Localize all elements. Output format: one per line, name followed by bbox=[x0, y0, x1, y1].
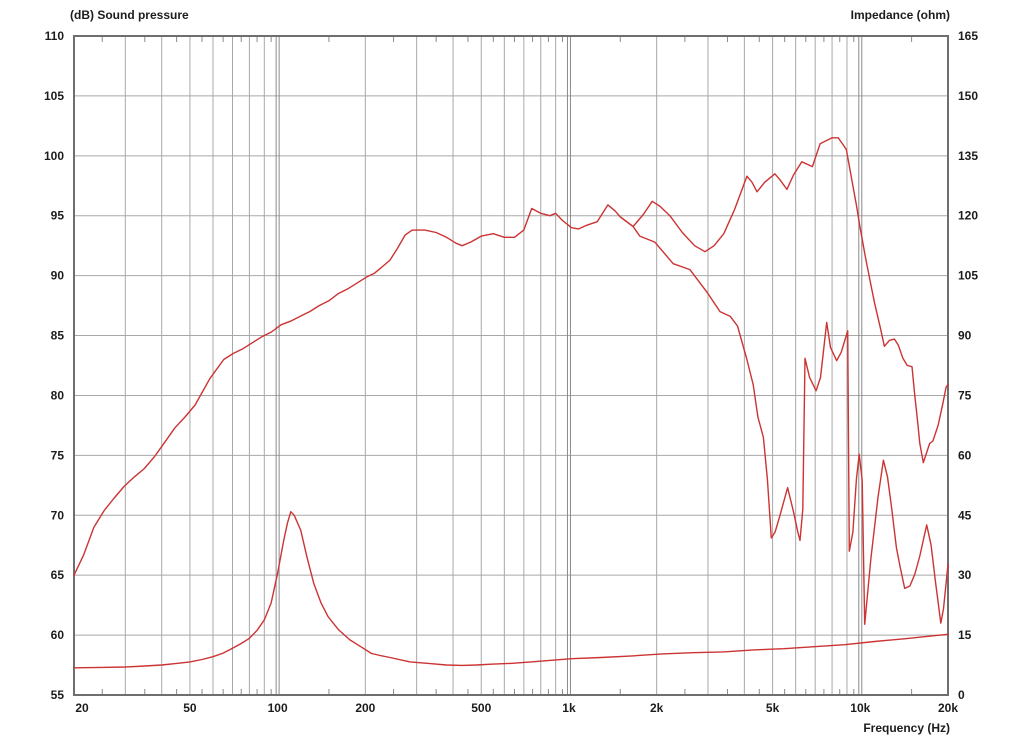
y-right-tick-label: 45 bbox=[958, 508, 972, 522]
y-left-tick-label: 65 bbox=[51, 568, 65, 582]
x-tick-label: 50 bbox=[183, 701, 197, 715]
y-left-tick-label: 80 bbox=[51, 388, 65, 402]
y-left-tick-label: 90 bbox=[51, 269, 65, 283]
y-left-tick-label: 85 bbox=[51, 329, 65, 343]
y-right-tick-label: 0 bbox=[958, 688, 965, 702]
y-right-tick-label: 165 bbox=[958, 29, 978, 43]
minor-ticks bbox=[101, 36, 913, 695]
left-axis-title: (dB) Sound pressure bbox=[70, 8, 189, 22]
y-right-tick-label: 15 bbox=[958, 628, 972, 642]
right-axis-title: Impedance (ohm) bbox=[851, 8, 950, 22]
x-tick-label: 20 bbox=[75, 701, 89, 715]
x-tick-label: 2k bbox=[650, 701, 664, 715]
y-right-tick-label: 90 bbox=[958, 329, 972, 343]
y-left-tick-label: 55 bbox=[51, 688, 65, 702]
x-tick-label: 10k bbox=[850, 701, 870, 715]
curve-impedance bbox=[73, 511, 949, 669]
y-left-tick-label: 105 bbox=[44, 89, 64, 103]
x-tick-label: 5k bbox=[766, 701, 780, 715]
y-right-tick-label: 30 bbox=[958, 568, 972, 582]
y-left-tick-label: 70 bbox=[51, 508, 65, 522]
grid-lines bbox=[74, 36, 948, 695]
y-left-tick-label: 100 bbox=[44, 149, 64, 163]
x-tick-label: 1k bbox=[562, 701, 576, 715]
x-tick-label: 500 bbox=[471, 701, 491, 715]
y-left-tick-label: 60 bbox=[51, 628, 65, 642]
x-tick-label: 200 bbox=[355, 701, 375, 715]
y-right-tick-label: 105 bbox=[958, 269, 978, 283]
y-right-tick-label: 60 bbox=[958, 448, 972, 462]
x-axis-title: Frequency (Hz) bbox=[863, 721, 950, 735]
x-tick-label: 20k bbox=[938, 701, 958, 715]
curve-spl-on-axis bbox=[73, 137, 949, 576]
y-right-tick-label: 75 bbox=[958, 388, 972, 402]
curve-spl-off-axis bbox=[619, 216, 949, 625]
axis-tick-labels: 1101051009590858075706560551651501351201… bbox=[44, 29, 978, 715]
plot-border bbox=[73, 35, 949, 696]
y-left-tick-label: 95 bbox=[51, 209, 65, 223]
curves bbox=[73, 137, 949, 669]
y-right-tick-label: 120 bbox=[958, 209, 978, 223]
y-right-tick-label: 150 bbox=[958, 89, 978, 103]
x-tick-label: 100 bbox=[268, 701, 288, 715]
y-left-tick-label: 110 bbox=[45, 29, 65, 43]
y-right-tick-label: 135 bbox=[958, 149, 978, 163]
y-left-tick-label: 75 bbox=[51, 448, 65, 462]
